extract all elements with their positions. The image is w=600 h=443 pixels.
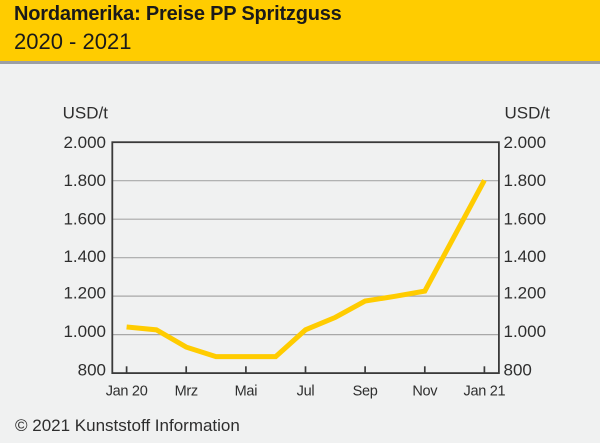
svg-text:2.000: 2.000 — [504, 133, 547, 152]
svg-text:Jan 20: Jan 20 — [106, 383, 148, 399]
svg-text:Jan 21: Jan 21 — [464, 383, 506, 399]
svg-text:1.200: 1.200 — [63, 283, 106, 302]
svg-text:1.400: 1.400 — [63, 247, 106, 266]
svg-text:Mrz: Mrz — [175, 383, 198, 399]
svg-text:800: 800 — [78, 361, 106, 380]
svg-text:1.000: 1.000 — [63, 322, 106, 341]
svg-text:1.600: 1.600 — [63, 210, 106, 229]
svg-text:1.800: 1.800 — [63, 171, 106, 190]
svg-text:Nov: Nov — [412, 383, 438, 399]
svg-text:Jul: Jul — [297, 383, 315, 399]
svg-text:1.000: 1.000 — [504, 322, 547, 341]
svg-text:2.000: 2.000 — [63, 133, 106, 152]
svg-text:USD/t: USD/t — [63, 104, 109, 123]
svg-text:1.400: 1.400 — [504, 247, 547, 266]
svg-text:© 2021 Kunststoff Information: © 2021 Kunststoff Information — [15, 416, 240, 435]
svg-text:1.200: 1.200 — [504, 283, 547, 302]
svg-text:1.800: 1.800 — [504, 171, 547, 190]
svg-text:Mai: Mai — [235, 383, 258, 399]
svg-text:800: 800 — [504, 361, 532, 380]
svg-text:Sep: Sep — [353, 383, 378, 399]
svg-text:1.600: 1.600 — [504, 210, 547, 229]
svg-text:USD/t: USD/t — [505, 104, 551, 123]
